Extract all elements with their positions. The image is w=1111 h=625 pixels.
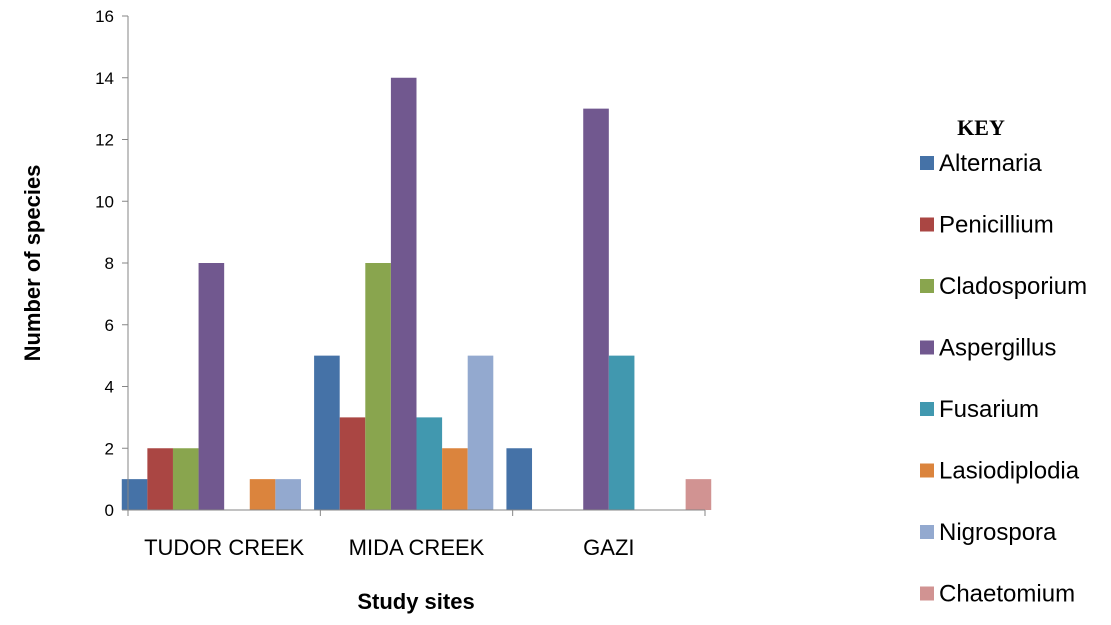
- legend-label: Fusarium: [939, 396, 1039, 423]
- bar-penicillium-mida-creek: [340, 417, 366, 510]
- bar-cladosporium-mida-creek: [365, 263, 391, 510]
- legend-label: Aspergillus: [939, 335, 1056, 362]
- bar-aspergillus-mida-creek: [391, 78, 417, 510]
- bar-aspergillus-gazi: [583, 109, 609, 510]
- y-tick-label: 14: [95, 69, 114, 88]
- y-ticks-group: 0 2 4 6 8 10 12 14 16: [95, 7, 128, 520]
- legend-label: Penicillium: [939, 212, 1054, 239]
- legend-swatch: [920, 587, 934, 601]
- legend-label: Alternaria: [939, 150, 1042, 177]
- legend-swatch: [920, 218, 934, 232]
- bar-alternaria-tudor-creek: [122, 479, 148, 510]
- legend-label: Lasiodiplodia: [939, 458, 1080, 485]
- bar-aspergillus-tudor-creek: [199, 263, 225, 510]
- y-axis-title: Number of species: [20, 165, 45, 362]
- legend: KEY Alternaria Penicillium Cladosporium Asp…: [920, 115, 1087, 608]
- bar-fusarium-mida-creek: [417, 417, 443, 510]
- y-tick-label: 0: [105, 501, 114, 520]
- bar-alternaria-mida-creek: [314, 356, 340, 510]
- bar-penicillium-tudor-creek: [147, 448, 173, 510]
- bar-lasiodiplodia-mida-creek: [442, 448, 468, 510]
- bar-alternaria-gazi: [506, 448, 532, 510]
- bar-cladosporium-tudor-creek: [173, 448, 199, 510]
- legend-label: Nigrospora: [939, 519, 1057, 546]
- y-tick-label: 2: [105, 439, 114, 458]
- y-tick-label: 6: [105, 316, 114, 335]
- x-axis-title: Study sites: [357, 589, 474, 614]
- legend-label: Chaetomium: [939, 581, 1075, 608]
- bar-nigrospora-tudor-creek: [275, 479, 301, 510]
- legend-swatch: [920, 156, 934, 170]
- bar-lasiodiplodia-tudor-creek: [250, 479, 276, 510]
- x-categories-group: TUDOR CREEK MIDA CREEK GAZI: [128, 510, 705, 560]
- bar-chaetomium-gazi: [686, 479, 712, 510]
- legend-swatch: [920, 341, 934, 355]
- bar-nigrospora-mida-creek: [468, 356, 494, 510]
- legend-label: Cladosporium: [939, 273, 1087, 300]
- x-category-label: MIDA CREEK: [349, 535, 485, 560]
- y-tick-label: 16: [95, 7, 114, 26]
- legend-title: KEY: [957, 115, 1005, 140]
- y-tick-label: 10: [95, 192, 114, 211]
- y-tick-label: 4: [105, 378, 114, 397]
- x-category-label: TUDOR CREEK: [144, 535, 304, 560]
- legend-swatch: [920, 525, 934, 539]
- x-category-label: GAZI: [583, 535, 634, 560]
- bar-fusarium-gazi: [609, 356, 635, 510]
- y-tick-label: 8: [105, 254, 114, 273]
- bars-group: [122, 78, 711, 510]
- y-tick-label: 12: [95, 131, 114, 150]
- legend-swatch: [920, 464, 934, 478]
- legend-swatch: [920, 279, 934, 293]
- legend-swatch: [920, 402, 934, 416]
